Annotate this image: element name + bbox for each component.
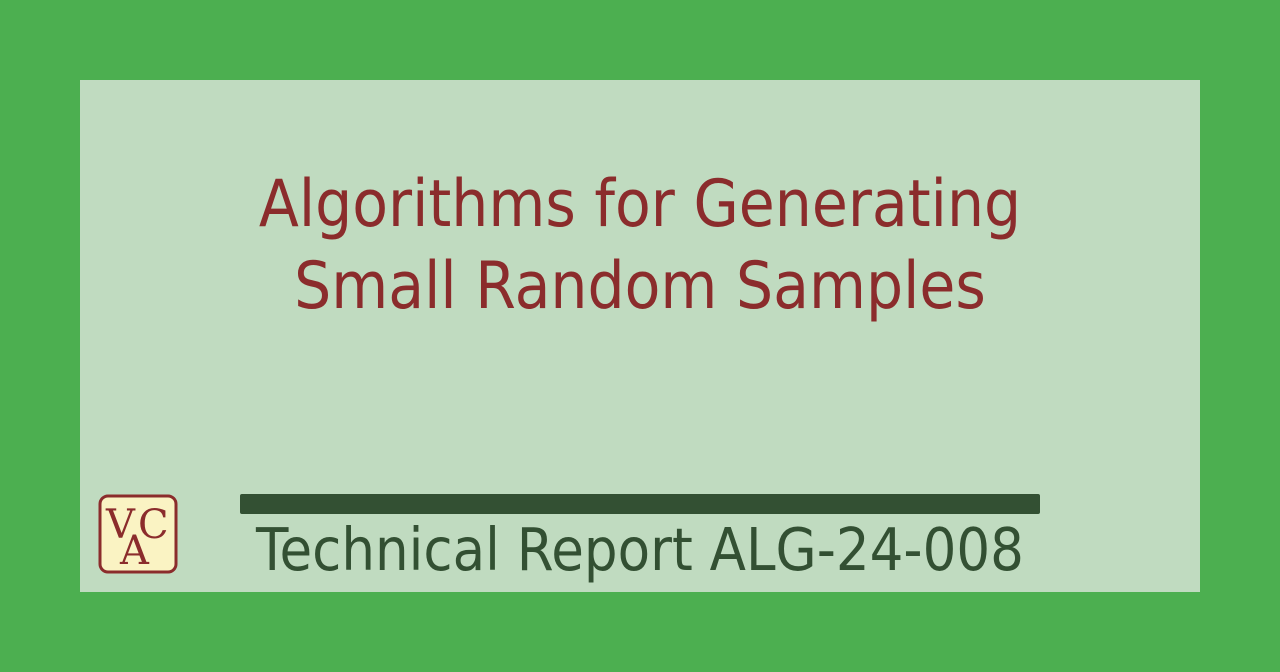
report-number: Technical Report ALG-24-008	[256, 515, 1024, 584]
divider-bar	[240, 494, 1040, 514]
svg-text:V: V	[105, 502, 136, 548]
vca-monogram-logo: V C A	[98, 494, 178, 574]
document-title: Algorithms for Generating Small Random S…	[64, 164, 1216, 328]
document-title-line-1: Algorithms for Generating	[258, 167, 1022, 242]
document-title-line-2: Small Random Samples	[294, 249, 986, 324]
svg-text:C: C	[138, 502, 169, 548]
svg-text:A: A	[119, 528, 150, 574]
